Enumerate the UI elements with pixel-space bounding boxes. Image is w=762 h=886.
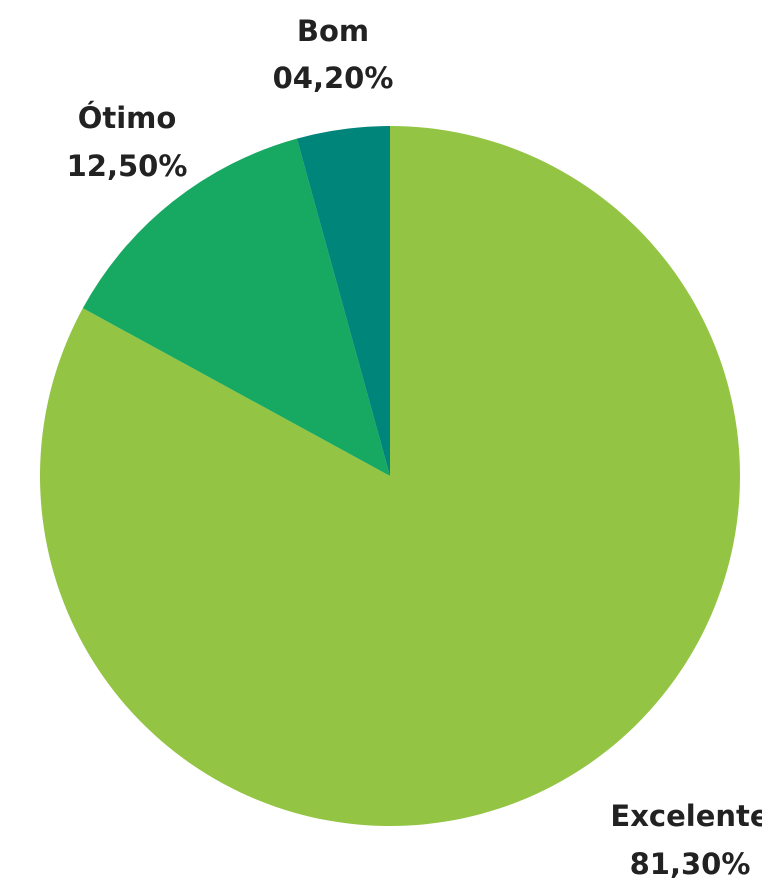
- slice-label: Ótimo: [78, 101, 177, 135]
- slice-label: Bom: [297, 14, 369, 48]
- slice-label: Excelente: [610, 799, 762, 833]
- pie-slice: [40, 126, 740, 826]
- pie-slice: [82, 138, 390, 477]
- pie-slice: [296, 126, 390, 476]
- slice-value-label: 81,30%: [630, 847, 751, 881]
- slice-value-label: 04,20%: [273, 61, 394, 95]
- slice-value-label: 12,50%: [67, 149, 188, 183]
